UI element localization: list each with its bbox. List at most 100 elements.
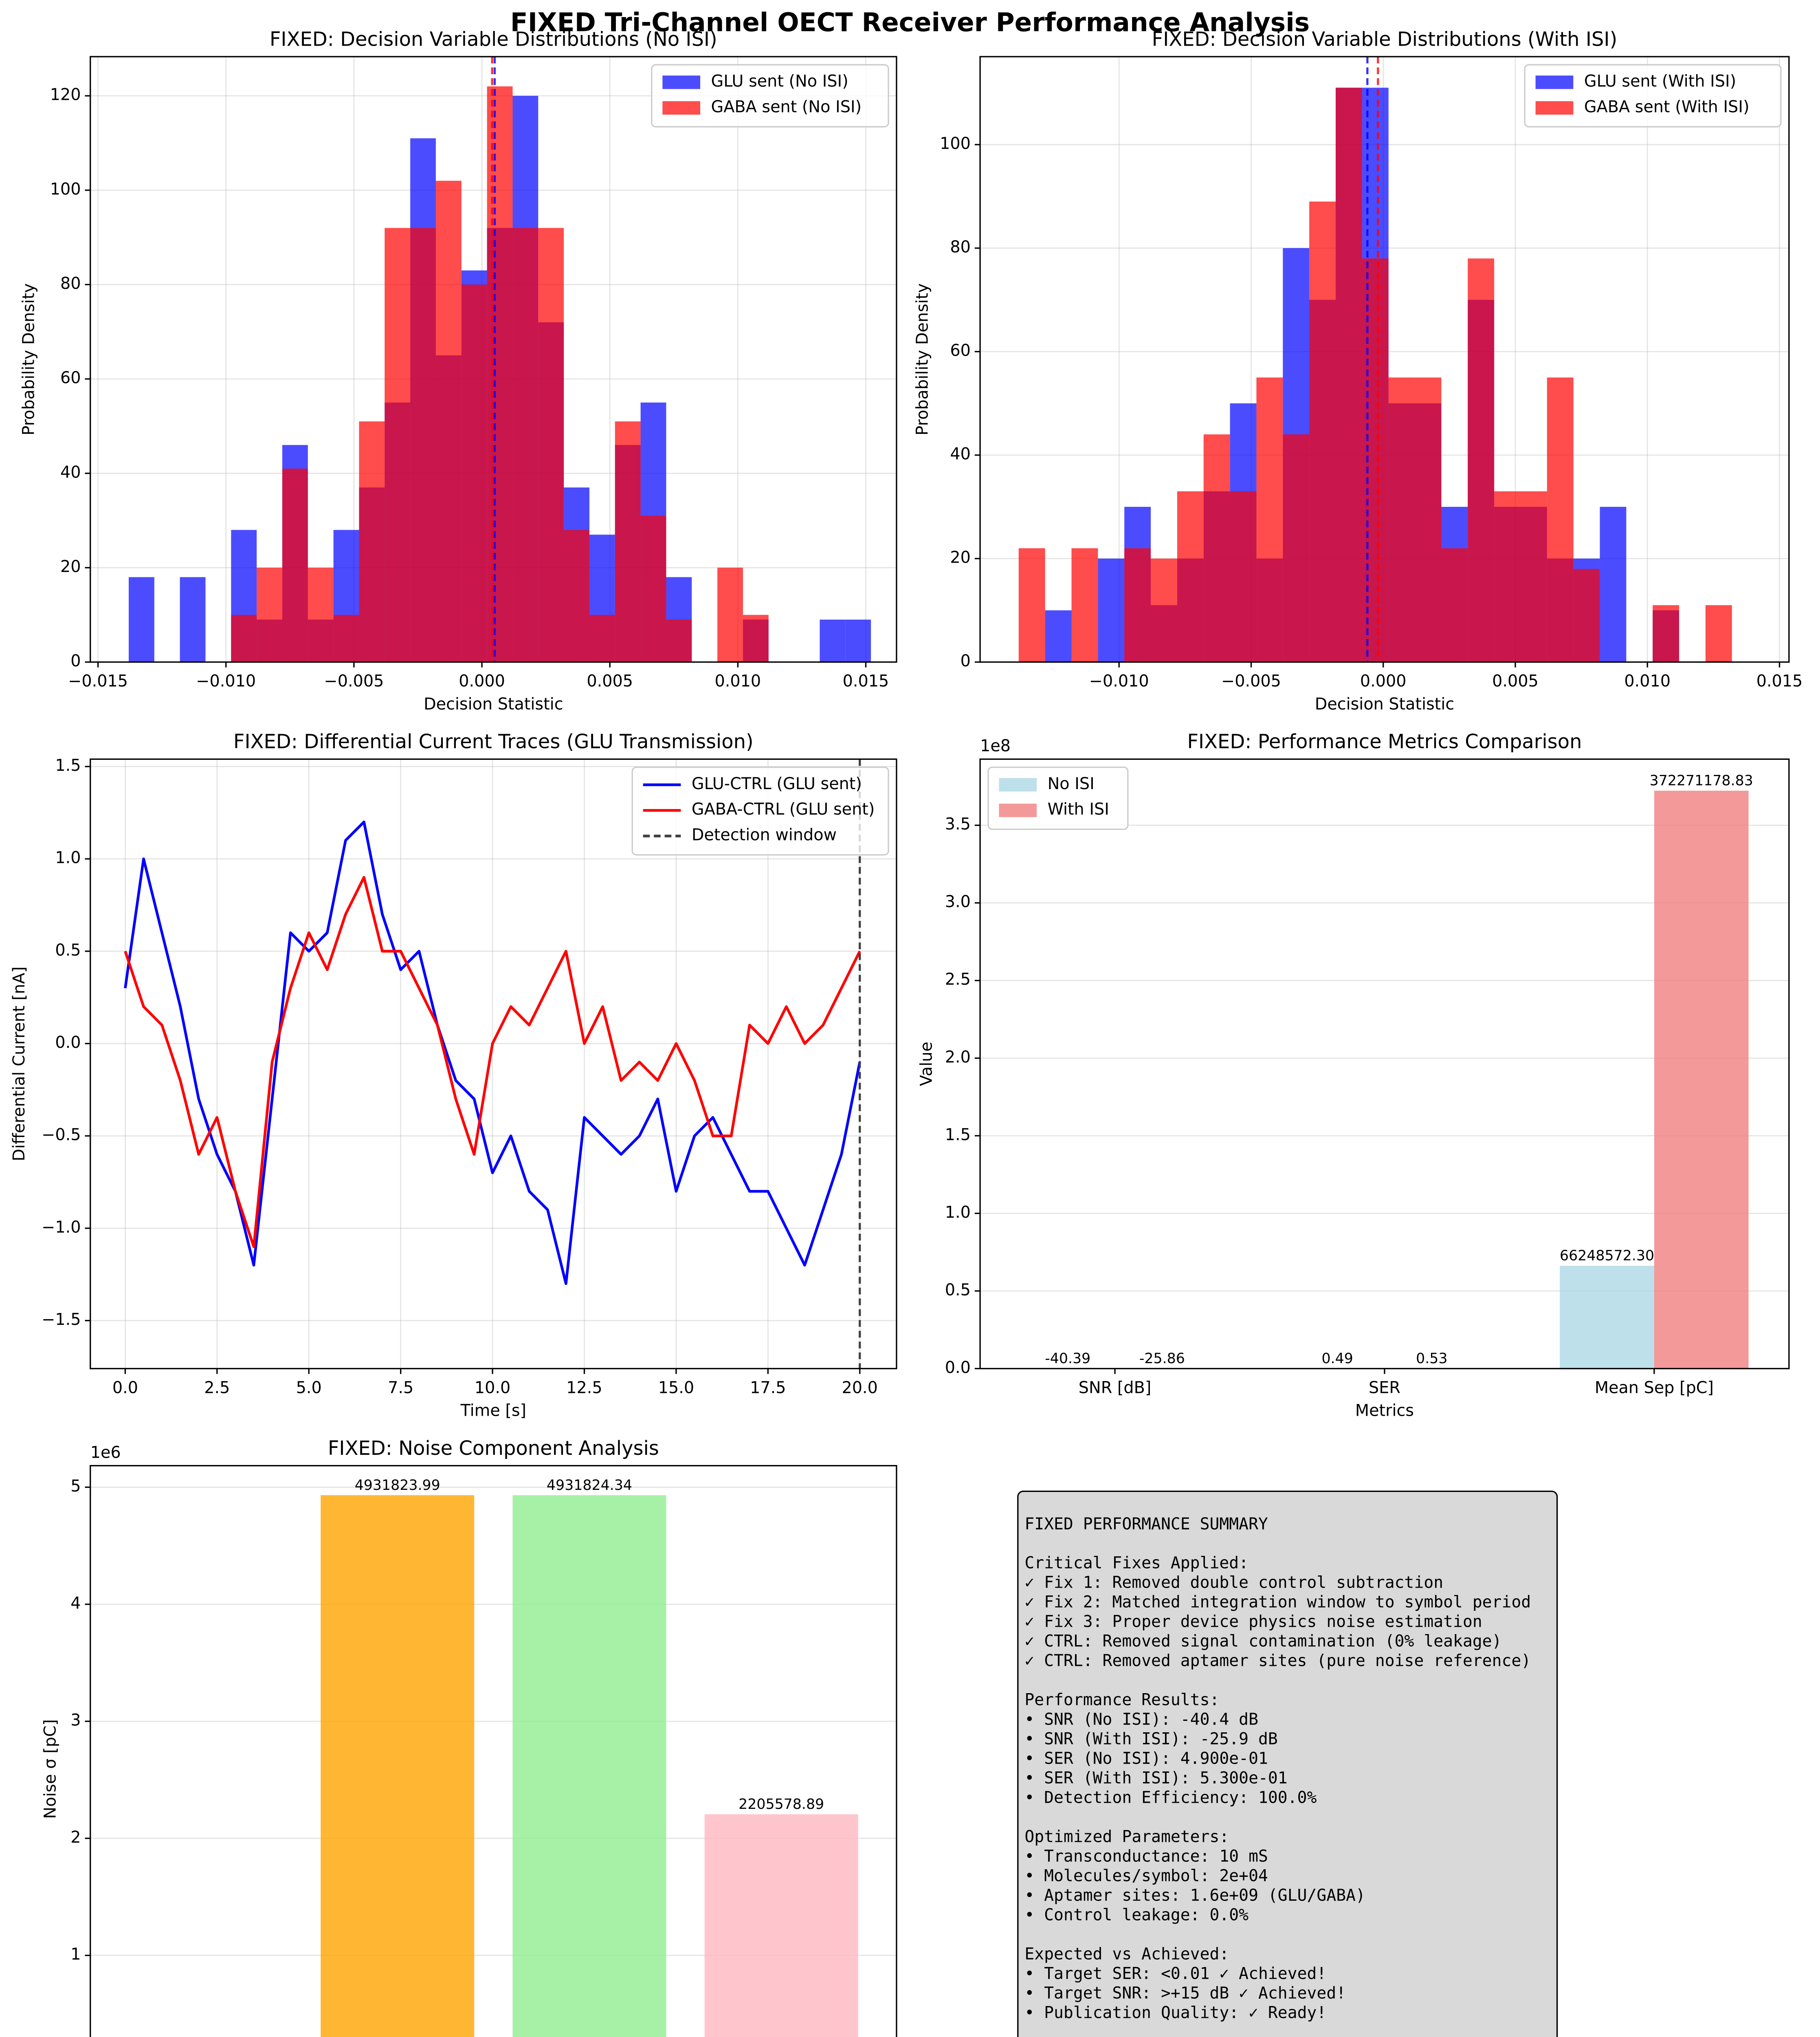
legend-box [651, 64, 889, 128]
legend-label: GABA-CTRL (GLU sent) [692, 800, 875, 819]
y-tick-label: 20 [60, 557, 81, 576]
y-tick-label: 0 [70, 652, 81, 671]
x-axis-label: Decision Statistic [424, 695, 563, 714]
summary-item: • SER (No ISI): 4.900e-01 [1024, 1749, 1268, 1768]
legend-box [1524, 64, 1782, 128]
histogram-bar [1124, 548, 1151, 662]
summary-item: • SER (With ISI): 5.300e-01 [1024, 1769, 1287, 1788]
axes-frame [90, 1465, 897, 2037]
y-tick-label: 3.5 [945, 815, 971, 834]
x-tick-label: 5.0 [296, 1378, 322, 1397]
y-tick-label: 4 [70, 1594, 81, 1612]
x-tick-label: 7.5 [388, 1378, 413, 1397]
x-tick-label: 0.0 [112, 1378, 138, 1397]
value-label: -40.39 [1045, 1351, 1090, 1367]
histogram-bar [282, 469, 308, 662]
y-tick-label: 60 [60, 369, 81, 387]
bar [512, 1495, 666, 2037]
histogram-bar [1415, 377, 1442, 662]
y-axis-label: Noise σ [pC] [41, 1719, 59, 1819]
y-tick-label: 80 [60, 274, 81, 293]
y-axis-label: Differential Current [nA] [10, 966, 29, 1161]
y-tick-label: 20 [950, 548, 971, 567]
histogram-bar [743, 615, 769, 662]
x-tick-label: 10.0 [475, 1378, 510, 1397]
value-label: 66248572.30 [1560, 1248, 1654, 1264]
y-tick-label: 5 [70, 1477, 81, 1496]
histogram-bar [1362, 258, 1389, 662]
value-label: -25.86 [1139, 1351, 1185, 1367]
y-tick-label: 60 [950, 341, 971, 360]
summary-item: • Target SER: <0.01 ✓ Achieved! [1024, 1964, 1326, 1983]
y-tick-label: 0 [961, 652, 971, 671]
histogram-bar [615, 421, 641, 662]
x-tick-label: 20.0 [842, 1378, 878, 1397]
chart-title: FIXED: Decision Variable Distributions (… [1152, 28, 1618, 51]
summary-item: • SNR (No ISI): -40.4 dB [1024, 1710, 1258, 1729]
histogram-bar [1441, 548, 1468, 662]
y-tick-label: 0.5 [55, 941, 81, 959]
histogram-bar [1600, 507, 1627, 662]
x-tick-label: 0.000 [459, 672, 505, 691]
legend-swatch [1535, 101, 1574, 115]
histogram-bar [180, 577, 206, 662]
legend-label: GLU sent (No ISI) [711, 72, 848, 90]
y-tick-label: 2.5 [945, 970, 971, 989]
histogram-bar [640, 516, 666, 662]
legend-swatch [1535, 75, 1574, 89]
histogram-bar [333, 615, 359, 662]
histogram-bar [845, 619, 871, 662]
histogram-bar [1283, 434, 1310, 662]
y-tick-label: 1.0 [55, 849, 81, 867]
summary-item: • Control leakage: 0.0% [1024, 1906, 1249, 1925]
histogram-bar [385, 228, 411, 662]
histogram-bar [128, 577, 154, 662]
histogram-bar [1653, 605, 1679, 662]
x-tick-label: −0.010 [196, 672, 256, 691]
histogram-bar [589, 615, 615, 662]
y-tick-label: 1.0 [945, 1203, 971, 1222]
x-tick-label: −0.005 [1221, 672, 1281, 691]
bar [1560, 1265, 1654, 1369]
x-tick-label: 2.5 [204, 1378, 230, 1397]
histogram-bar [1520, 491, 1547, 662]
figure-title: FIXED Tri-Channel OECT Receiver Performa… [510, 8, 1310, 37]
summary-heading: Critical Fixes Applied: [1024, 1554, 1249, 1573]
histogram-bar [231, 615, 257, 662]
x-tick-label: −0.005 [324, 672, 384, 691]
histogram-bar [1045, 610, 1072, 662]
legend-swatch [662, 75, 701, 89]
x-tick-label: 0.010 [1624, 672, 1671, 691]
histogram-bar [1309, 201, 1336, 662]
y-tick-label: −1.5 [42, 1310, 81, 1329]
y-tick-label: 0.0 [55, 1033, 81, 1052]
histogram-bar [1071, 548, 1098, 662]
histogram-bar [1177, 491, 1204, 662]
y-tick-label: 40 [60, 463, 81, 482]
histogram-bar [257, 568, 282, 662]
chart-title: FIXED: Differential Current Traces (GLU … [233, 730, 754, 753]
histogram-bar [1230, 491, 1257, 662]
legend-swatch [662, 101, 701, 115]
summary-item: • Detection Efficiency: 100.0% [1024, 1788, 1317, 1807]
y-tick-label: 0.5 [945, 1280, 971, 1299]
legend-label: GABA sent (No ISI) [711, 97, 862, 116]
y-tick-label: 80 [950, 238, 971, 257]
summary-item: • SNR (With ISI): -25.9 dB [1024, 1730, 1277, 1749]
histogram-bar [1203, 434, 1230, 662]
x-tick-label: 0.010 [715, 672, 761, 691]
y-tick-label: 120 [50, 86, 81, 104]
summary-item: ✓ CTRL: Removed signal contamination (0%… [1024, 1632, 1501, 1651]
x-tick-label: 12.5 [566, 1378, 602, 1397]
histogram-bar [308, 568, 334, 662]
y-tick-label: 3 [70, 1711, 81, 1730]
summary-item: ✓ Fix 2: Matched integration window to s… [1024, 1593, 1531, 1612]
legend-label: GLU-CTRL (GLU sent) [692, 774, 862, 793]
x-tick-label: −0.015 [68, 672, 128, 691]
y-tick-label: 40 [950, 445, 971, 464]
summary-item: • Target SNR: >+15 dB ✓ Achieved! [1024, 1984, 1346, 2003]
value-label: 4931824.34 [547, 1477, 632, 1494]
value-label: 2205578.89 [739, 1796, 824, 1813]
histogram-bar [1705, 605, 1732, 662]
